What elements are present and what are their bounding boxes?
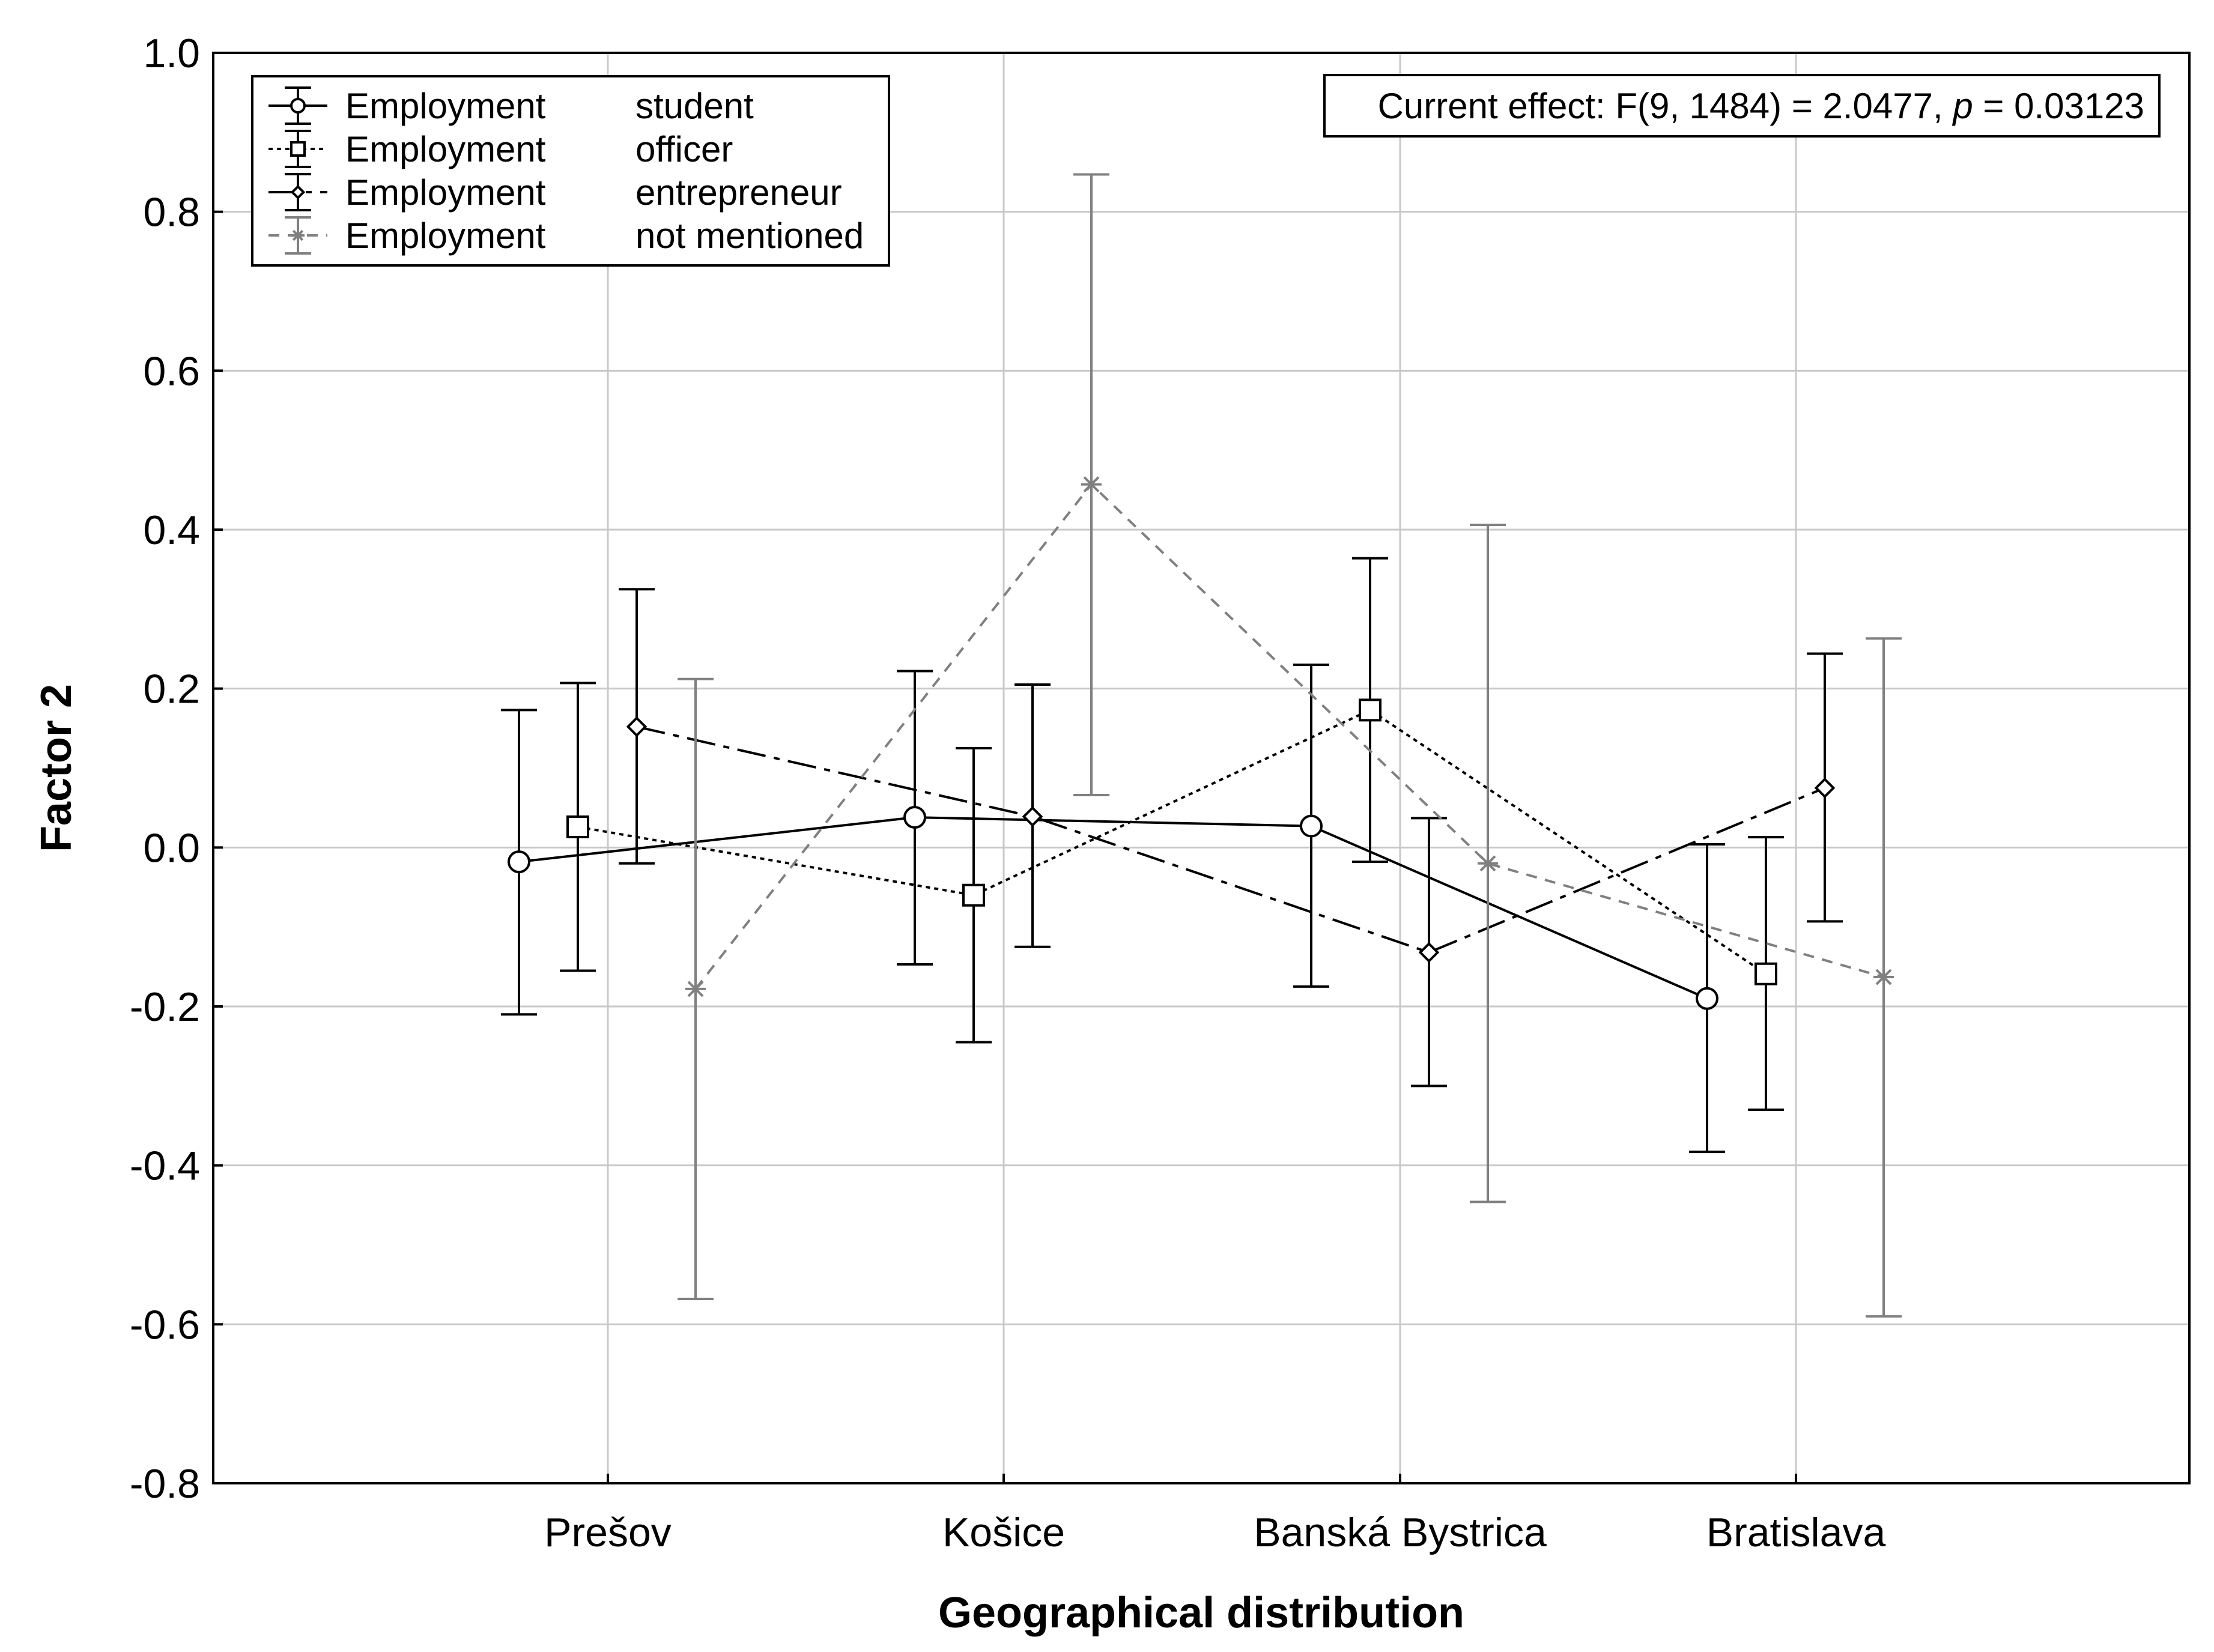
data-point: [1081, 474, 1102, 495]
y-tick-label: 0.8: [143, 190, 200, 235]
data-point: [1873, 967, 1894, 988]
legend-marker: [290, 98, 306, 113]
y-tick-label: 0.0: [143, 825, 200, 871]
legend-marker: [291, 229, 305, 242]
annotation: Current effect: F(9, 1484) = 2.0477, p =…: [1323, 74, 2161, 138]
data-point: [566, 815, 589, 838]
legend-item-entrepreneur: Employment entrepreneur: [268, 172, 842, 213]
legend-series-name: not mentioned: [635, 216, 864, 256]
y-axis-title: Factor 2: [32, 684, 80, 852]
annotation-prefix: Current effect: F(9, 1484) = 2.0477,: [1378, 86, 1953, 126]
annotation-text: Current effect: F(9, 1484) = 2.0477, p =…: [1378, 86, 2144, 126]
asterisk-stroke: [1479, 855, 1496, 872]
annotation-p-symbol: p: [1952, 86, 1973, 126]
data-point: [626, 716, 648, 737]
plot-frame: [212, 52, 2191, 1484]
legend-series-name: entrepreneur: [635, 172, 842, 213]
data-point: [1359, 698, 1381, 722]
data-point: [1814, 777, 1836, 799]
y-tick-label: 0.2: [143, 667, 200, 712]
asterisk-stroke: [1083, 476, 1100, 493]
x-tick-label: Bratislava: [1706, 1510, 1886, 1555]
legend-item-officer: Employment officer: [268, 129, 733, 169]
y-tick-label: -0.2: [130, 984, 200, 1030]
x-tick-label: Banská Bystrica: [1254, 1510, 1547, 1555]
series-layer: [501, 173, 1902, 1318]
legend-marker: [290, 184, 306, 200]
legend-marker: [290, 141, 306, 157]
y-tick-label: 0.6: [143, 348, 200, 394]
series-not-mentioned: [678, 173, 1902, 1318]
data-point: [1478, 853, 1498, 874]
series-officer: [560, 557, 1784, 1112]
y-tick-label: 0.4: [143, 507, 200, 553]
data-point: [1022, 806, 1043, 828]
legend-item-student: Employment student: [268, 86, 754, 126]
x-tick-label: Prešov: [544, 1510, 672, 1555]
annotation-box: [1323, 74, 2161, 138]
data-point: [685, 978, 706, 999]
y-tick-label: -0.6: [130, 1302, 200, 1348]
y-tick-label: 1.0: [143, 31, 200, 76]
data-point: [1418, 942, 1440, 963]
legend-label: Employment: [345, 86, 546, 126]
legend-label: Employment: [345, 172, 546, 213]
axis-ticks: 1.0 0.8 0.6 0.4 0.2 0.0 -0.2 -0.4 -0.6 -0.8 Prešov…: [130, 31, 1886, 1555]
data-point: [1300, 814, 1323, 838]
legend-label: Employment: [345, 216, 546, 256]
y-tick-label: -0.4: [130, 1143, 200, 1189]
x-tick-label: Košice: [942, 1510, 1065, 1555]
series-line: [694, 482, 1884, 990]
series-line: [636, 725, 1825, 954]
annotation-suffix: = 0.03123: [1973, 86, 2144, 126]
data-point: [1696, 987, 1718, 1010]
y-tick-label: -0.8: [130, 1461, 200, 1507]
series-line: [518, 816, 1708, 1000]
series-student: [501, 663, 1725, 1154]
legend-label: Employment: [345, 129, 546, 169]
x-axis-title: Geographical distribution: [938, 1589, 1464, 1637]
data-point: [1755, 962, 1777, 985]
legend-series-name: officer: [635, 129, 733, 169]
asterisk-stroke: [687, 981, 704, 997]
series-line: [577, 709, 1767, 975]
series-entrepreneur: [619, 588, 1843, 1088]
legend-box: [251, 75, 890, 267]
legend-series-name: student: [635, 86, 754, 126]
data-point: [903, 806, 926, 829]
grid-lines: [213, 52, 2189, 1484]
asterisk-stroke: [292, 229, 304, 241]
asterisk-stroke: [1875, 969, 1892, 985]
legend-item-not-mentioned: Employment not mentioned: [268, 216, 864, 256]
data-point: [508, 850, 530, 874]
data-point: [962, 883, 985, 907]
